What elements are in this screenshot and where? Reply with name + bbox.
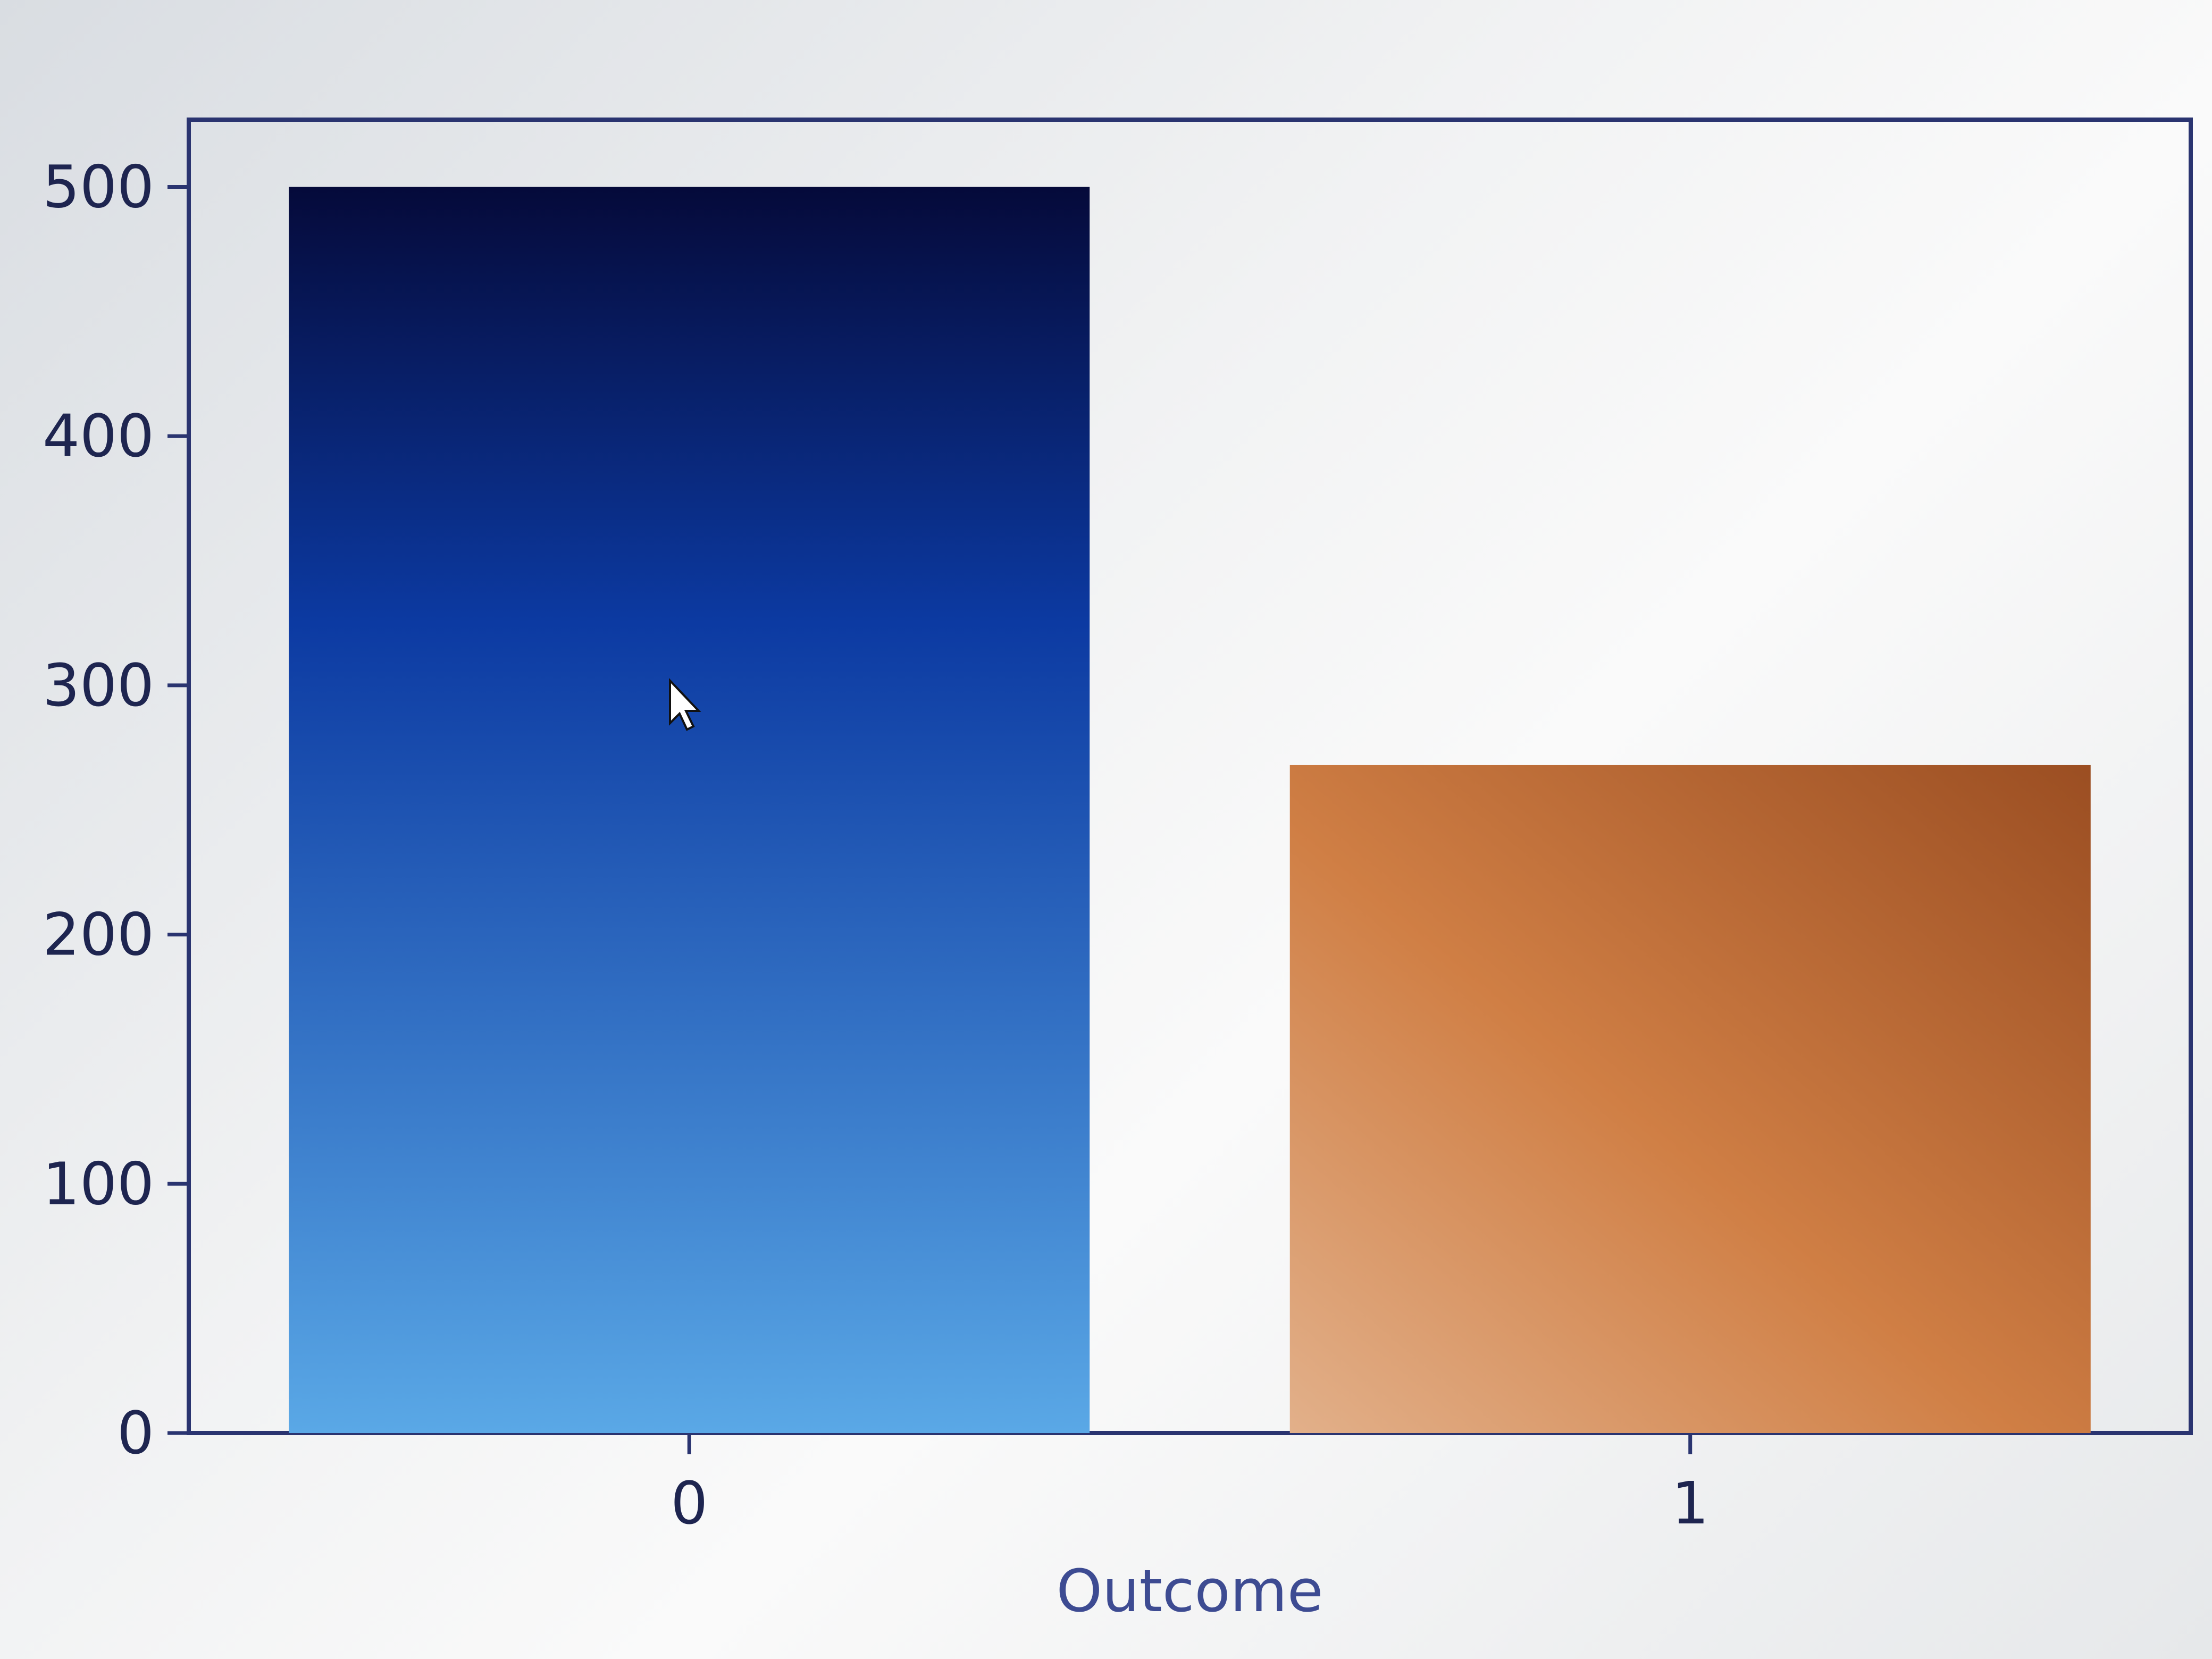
- plot-frame: [187, 118, 2193, 1435]
- x-tick-label-0: 0: [671, 1469, 708, 1537]
- x-axis-title: Outcome: [1056, 1557, 1323, 1625]
- y-tick-label-0: 0: [117, 1399, 154, 1467]
- bar-1: [1289, 765, 2091, 1433]
- x-tick-label-1: 1: [1672, 1469, 1709, 1537]
- y-tick-label-100: 100: [43, 1150, 154, 1218]
- y-tick-label-300: 300: [43, 651, 154, 719]
- y-tick-label-400: 400: [43, 402, 154, 470]
- bar-0: [289, 187, 1090, 1434]
- y-axis: 0 100 200 300 400 500: [43, 153, 189, 1467]
- y-tick-label-500: 500: [43, 153, 154, 221]
- mouse-cursor-icon: [669, 677, 701, 731]
- y-tick-label-200: 200: [43, 901, 154, 969]
- bars-group: [289, 187, 2091, 1434]
